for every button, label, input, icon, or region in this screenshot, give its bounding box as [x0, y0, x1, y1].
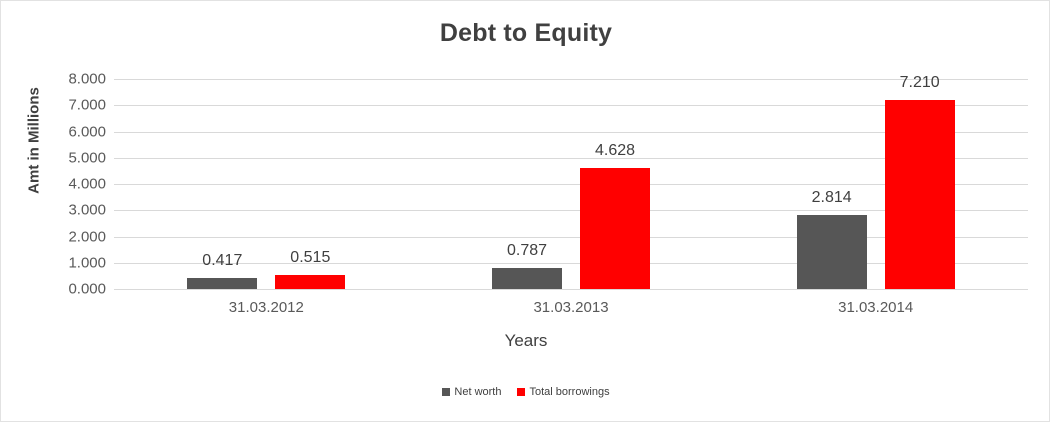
legend-label: Net worth [454, 386, 502, 398]
gridline [114, 289, 1028, 290]
bar-value-label: 0.515 [290, 249, 331, 267]
x-axis-category-label: 31.03.2012 [228, 299, 304, 316]
bar-total-borrowings-31.03.2012[interactable] [275, 275, 346, 289]
y-axis-tick-label: 4.000 [68, 175, 106, 193]
y-axis-tick-label: 1.000 [68, 254, 106, 272]
bar-value-label: 7.210 [899, 73, 940, 91]
gridline [114, 157, 1028, 159]
gridline [114, 79, 1028, 80]
x-axis-title: Years [504, 331, 548, 350]
legend-item-total-borrowings[interactable]: Total borrowings [517, 386, 610, 398]
gridline [114, 184, 1028, 185]
y-axis-tick-label: 2.000 [68, 228, 106, 245]
bar-net-worth-31.03.2014[interactable] [796, 215, 867, 289]
y-axis-tick-label: 3.000 [68, 201, 106, 219]
bar-net-worth-31.03.2012[interactable] [187, 278, 258, 289]
y-axis-tick-label: 8.000 [68, 70, 106, 88]
legend-item-net-worth[interactable]: Net worth [442, 386, 501, 398]
y-axis-tick-label: 7.000 [68, 96, 106, 114]
y-axis-tick-label: 5.000 [68, 149, 106, 167]
x-axis-category-label: 31.03.2013 [533, 299, 609, 316]
bar-total-borrowings-31.03.2014[interactable] [884, 99, 955, 289]
y-axis-tick-label: 6.000 [68, 123, 106, 140]
bar-value-label: 2.814 [811, 189, 852, 207]
gridline [114, 131, 1028, 133]
bar-value-label: 0.787 [506, 242, 548, 260]
y-axis-tick-label: 0.000 [68, 280, 106, 298]
gridline [114, 262, 1028, 264]
legend-label: Total borrowings [529, 386, 610, 398]
x-axis-category-label: 31.03.2014 [838, 299, 914, 316]
bar-total-borrowings-31.03.2013[interactable] [580, 167, 650, 289]
legend-swatch-icon [442, 388, 451, 396]
legend-swatch-icon [517, 388, 526, 396]
chart-legend: Net worth Total borrowings [1, 386, 1050, 398]
bar-value-label: 4.628 [594, 141, 636, 159]
gridline [114, 105, 1028, 107]
bar-net-worth-31.03.2013[interactable] [492, 268, 562, 289]
bar-value-label: 0.417 [202, 252, 243, 270]
y-axis-tick-labels: 0.000 1.000 2.000 3.000 4.000 5.000 6.000 7.000… [68, 71, 1028, 298]
gridline [114, 236, 1028, 238]
chart-title: Debt to Equity [439, 19, 613, 47]
plot-area: 0.417 0.515 0.787 4.628 2.814 7.210 [114, 74, 1028, 290]
gridline [114, 210, 1028, 212]
